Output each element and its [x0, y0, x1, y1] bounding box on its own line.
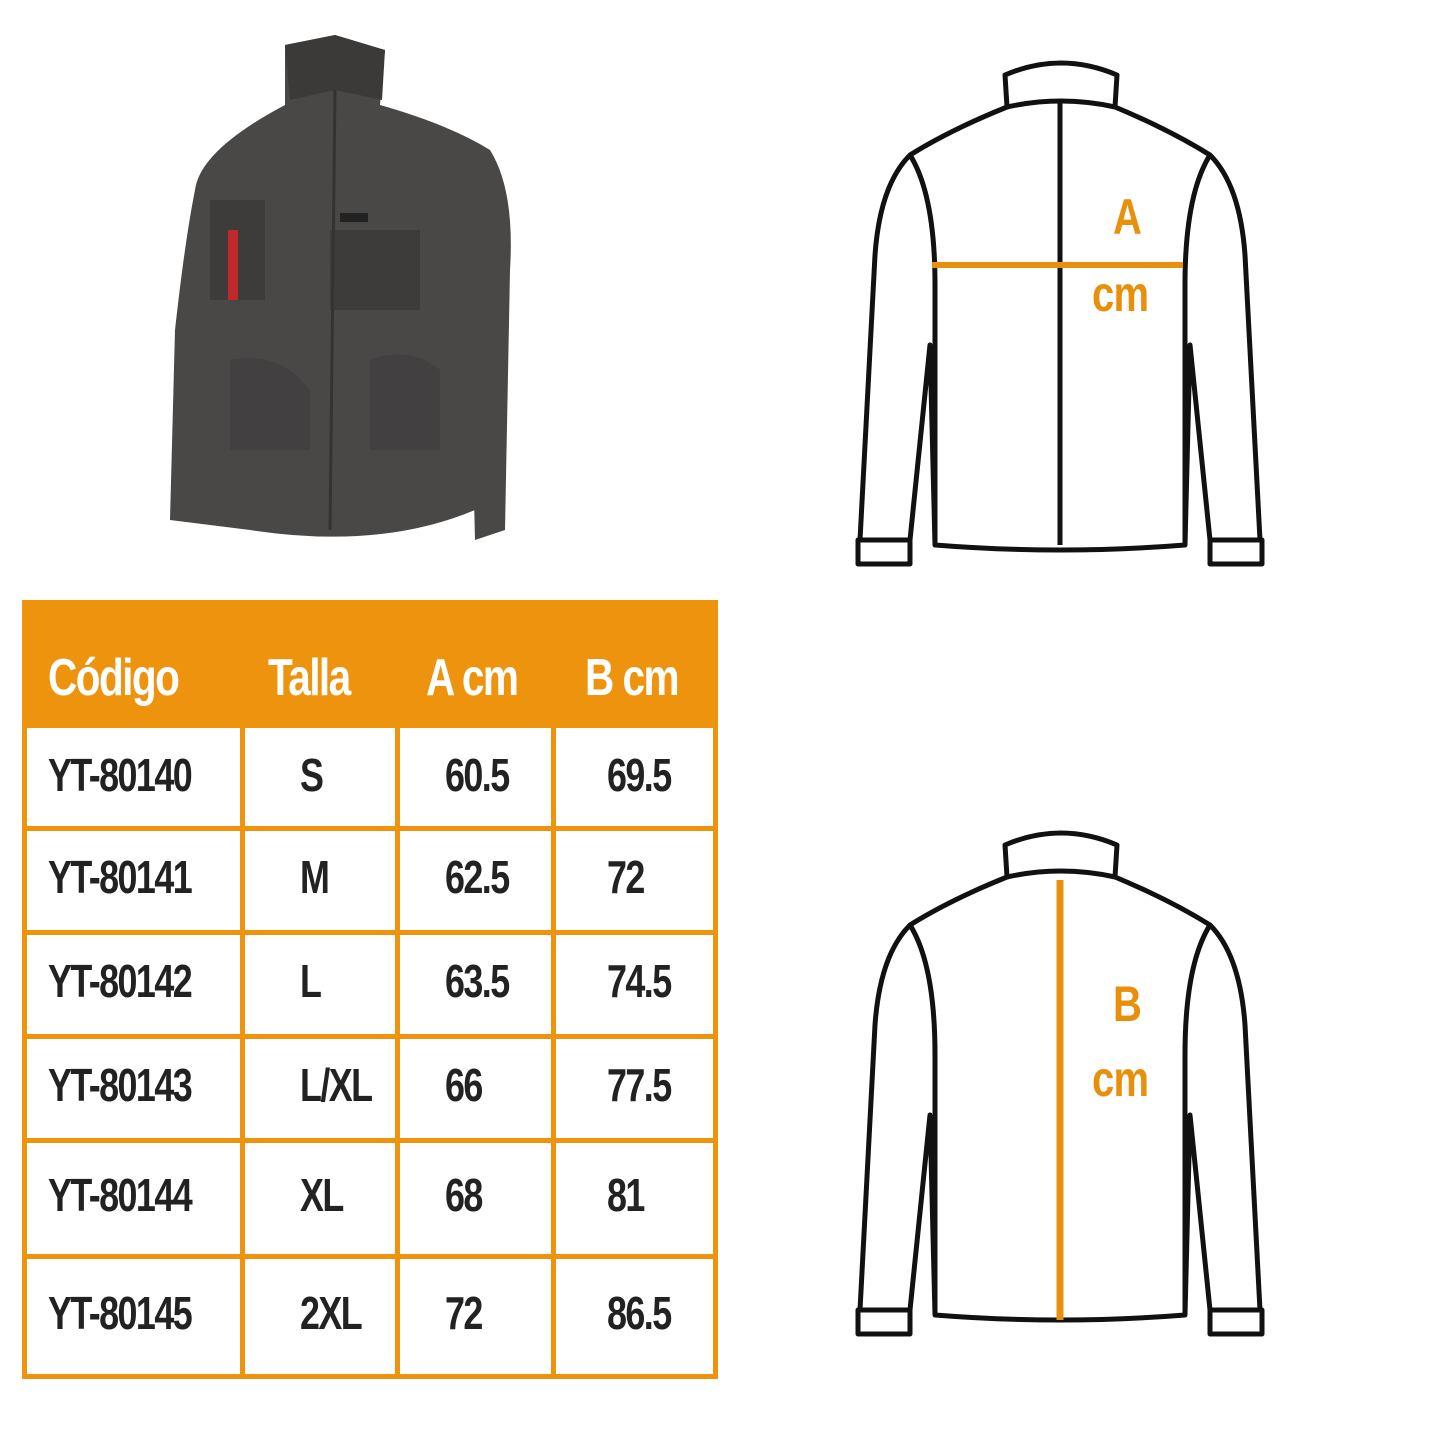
- cell-size: XL: [300, 1169, 344, 1221]
- cell-size: L: [300, 955, 322, 1007]
- cell-a-cm: 66: [445, 1059, 483, 1111]
- measure-a-unit: cm: [1092, 266, 1149, 322]
- cell-b-cm: 77.5: [607, 1059, 672, 1111]
- row-divider: [22, 930, 718, 935]
- row-divider: [22, 1374, 718, 1379]
- cell-code: YT-80141: [48, 851, 193, 903]
- cell-code: YT-80145: [48, 1287, 193, 1339]
- measure-a-letter: A: [1113, 189, 1142, 245]
- cell-b-cm: 74.5: [607, 955, 672, 1007]
- measure-b-letter: B: [1113, 976, 1142, 1032]
- column-divider: [22, 728, 27, 1378]
- cell-b-cm: 69.5: [607, 749, 672, 801]
- cell-a-cm: 62.5: [445, 851, 510, 903]
- header-talla: Talla: [268, 649, 351, 707]
- cell-code: YT-80142: [48, 955, 193, 1007]
- row-divider: [22, 1254, 718, 1259]
- cell-b-cm: 86.5: [607, 1287, 672, 1339]
- cell-size: M: [300, 851, 330, 903]
- column-divider: [551, 728, 556, 1378]
- table-header: Código Talla A cm B cm: [22, 600, 718, 728]
- column-divider: [713, 728, 718, 1378]
- row-divider: [22, 1138, 718, 1143]
- size-diagram-a: [855, 60, 1265, 567]
- header-codigo: Código: [48, 649, 180, 707]
- measure-b-unit: cm: [1092, 1051, 1149, 1107]
- cell-code: YT-80143: [48, 1059, 193, 1111]
- column-divider: [240, 728, 245, 1378]
- size-diagram-b: [855, 830, 1265, 1337]
- cell-size: L/XL: [300, 1059, 373, 1111]
- column-divider: [395, 728, 400, 1378]
- cell-a-cm: 68: [445, 1169, 483, 1221]
- cell-a-cm: 72: [445, 1287, 483, 1339]
- jacket-product-photo: [170, 35, 511, 540]
- row-divider: [22, 1034, 718, 1039]
- cell-size: 2XL: [300, 1287, 363, 1339]
- cell-code: YT-80140: [48, 749, 193, 801]
- cell-b-cm: 72: [607, 851, 645, 903]
- cell-size: S: [300, 749, 324, 801]
- cell-code: YT-80144: [48, 1169, 193, 1221]
- cell-a-cm: 63.5: [445, 955, 510, 1007]
- cell-a-cm: 60.5: [445, 749, 510, 801]
- header-a-cm: A cm: [426, 649, 519, 707]
- cell-b-cm: 81: [607, 1169, 645, 1221]
- header-b-cm: B cm: [585, 649, 680, 707]
- row-divider: [22, 826, 718, 831]
